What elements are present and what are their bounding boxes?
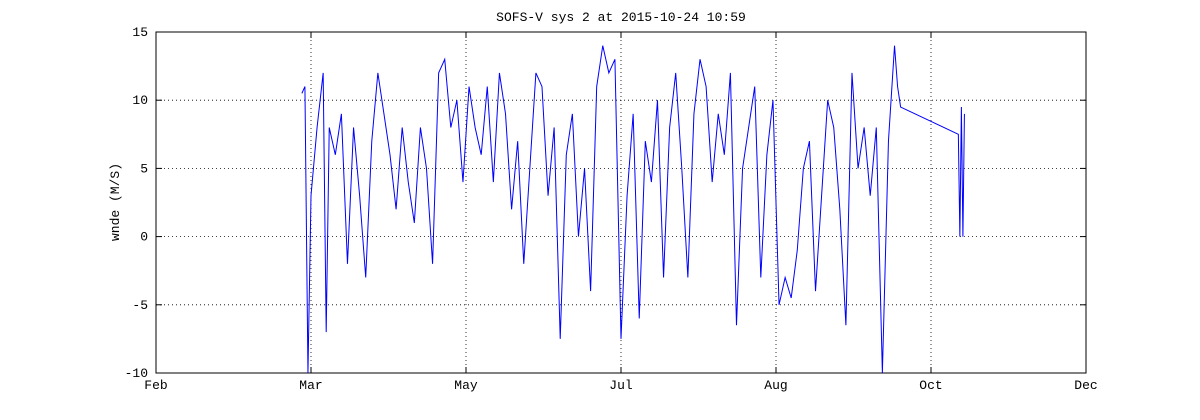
data-line <box>301 45 965 374</box>
y-tick-label: 10 <box>132 93 148 108</box>
y-tick-label: -10 <box>125 366 148 381</box>
x-tick-label: Feb <box>144 378 167 393</box>
x-tick-label: Dec <box>1074 378 1097 393</box>
x-tick-label: Oct <box>919 378 942 393</box>
y-axis-label: wnde (M/S) <box>108 163 123 241</box>
x-tick-label: Aug <box>764 378 787 393</box>
y-tick-label: -5 <box>132 298 148 313</box>
y-tick-label: 0 <box>140 230 148 245</box>
x-tick-label: May <box>454 378 478 393</box>
y-tick-label: 15 <box>132 25 148 40</box>
chart-title: SOFS-V sys 2 at 2015-10-24 10:59 <box>496 10 746 25</box>
y-tick-label: 5 <box>140 161 148 176</box>
x-tick-label: Mar <box>299 378 322 393</box>
plot-frame <box>155 31 1087 374</box>
x-tick-label: Jul <box>609 378 633 393</box>
